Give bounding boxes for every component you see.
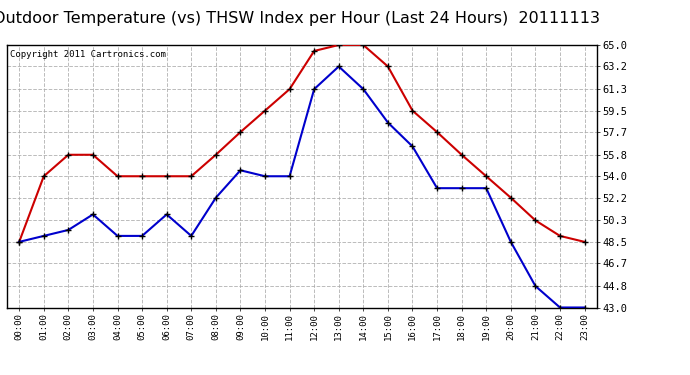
Text: Copyright 2011 Cartronics.com: Copyright 2011 Cartronics.com (10, 50, 166, 59)
Text: Outdoor Temperature (vs) THSW Index per Hour (Last 24 Hours)  20111113: Outdoor Temperature (vs) THSW Index per … (0, 11, 600, 26)
